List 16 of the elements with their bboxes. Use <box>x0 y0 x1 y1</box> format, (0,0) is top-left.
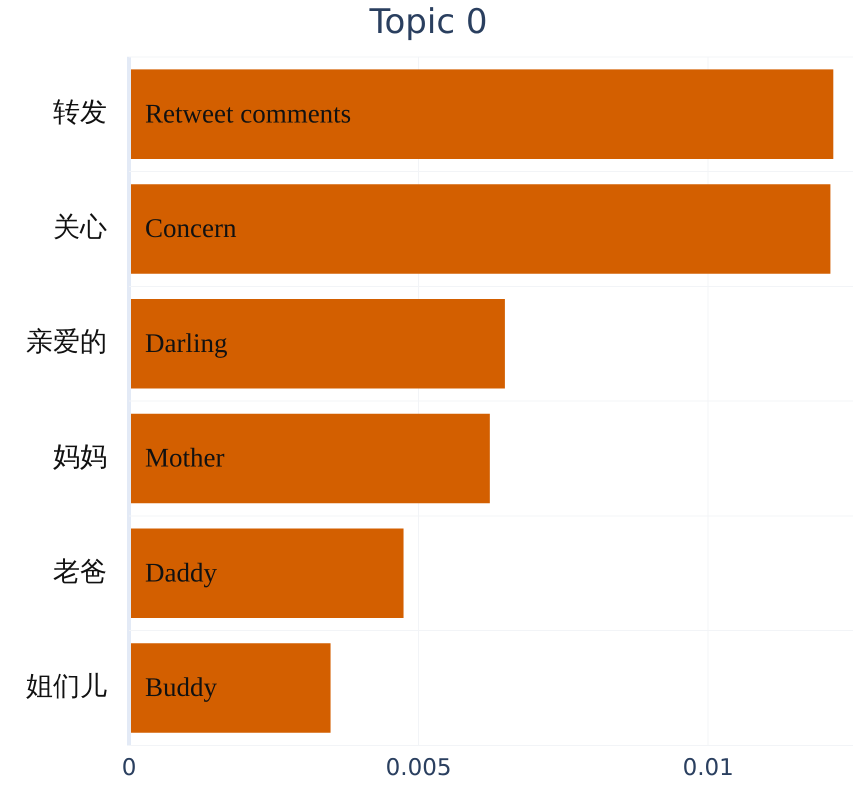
annotation: Mother <box>145 442 224 473</box>
x-tick-label: 0.01 <box>682 755 734 782</box>
y-tick-label: 老爸 <box>53 556 107 588</box>
y-tick-label: 姐们儿 <box>26 671 107 702</box>
y-tick-label: 关心 <box>53 212 107 243</box>
annotation: Daddy <box>145 557 218 588</box>
annotation: Buddy <box>145 672 218 702</box>
x-tick-label: 0 <box>122 755 136 782</box>
annotation: Retweet comments <box>145 98 352 128</box>
y-tick-label: 转发 <box>53 97 107 128</box>
y-tick-label: 妈妈 <box>53 442 107 472</box>
x-tick-label: 0.005 <box>386 755 452 782</box>
annotation: Darling <box>145 328 228 358</box>
y-tick-label: 亲爱的 <box>26 326 107 358</box>
chart-title: Topic 0 <box>368 2 488 42</box>
annotation: Concern <box>145 213 237 244</box>
